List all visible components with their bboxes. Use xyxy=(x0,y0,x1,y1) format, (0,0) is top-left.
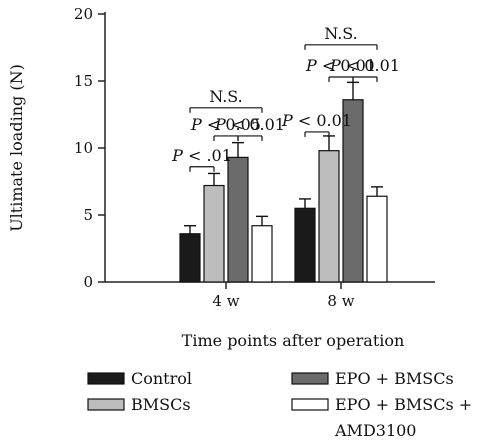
legend-item: BMSCs xyxy=(87,395,191,414)
y-tick-label: 0 xyxy=(83,273,93,291)
significance-label: N.S. xyxy=(209,87,243,106)
bar xyxy=(227,156,249,283)
significance-label: N.S. xyxy=(324,24,358,43)
significance-label: P < 0.01 xyxy=(305,56,376,75)
y-tick-label: 20 xyxy=(74,5,93,23)
y-tick-label: 10 xyxy=(74,139,93,157)
legend: Control BMSCs EPO + BMSCs EPO + BMSCs + AMD3… xyxy=(87,369,472,440)
significance-label: P < 0.01 xyxy=(329,56,400,75)
bar xyxy=(179,233,201,283)
y-tick-label: 15 xyxy=(74,72,93,90)
significance-label: P < 0.01 xyxy=(281,111,352,130)
legend-swatch xyxy=(291,398,329,411)
significance-annotations: P < .01P < 0.05P < 0.01N.S.P < 0.01P < 0… xyxy=(171,24,400,172)
significance-label: P < .01 xyxy=(171,146,232,165)
legend-item: EPO + BMSCs + AMD3100 xyxy=(291,395,472,440)
significance-label: P < 0.05 xyxy=(190,115,261,134)
legend-swatch xyxy=(87,372,125,385)
bar xyxy=(294,207,316,283)
legend-item: Control xyxy=(87,369,192,388)
x-axis-title: Time points after operation xyxy=(182,331,405,350)
legend-swatch xyxy=(291,372,329,385)
legend-label: BMSCs xyxy=(131,395,191,414)
x-tick-label: 4 w xyxy=(212,292,239,310)
bar xyxy=(318,150,340,283)
significance-label: P < 0.01 xyxy=(214,115,285,134)
legend-label-line2: AMD3100 xyxy=(334,421,416,440)
bar xyxy=(203,184,225,283)
legend-label: EPO + BMSCs + xyxy=(335,395,472,414)
bars xyxy=(179,81,388,283)
legend-item: EPO + BMSCs xyxy=(291,369,454,388)
bar xyxy=(251,225,273,283)
bar xyxy=(366,195,388,283)
y-axis-title: Ultimate loading (N) xyxy=(7,64,26,232)
y-tick-label: 5 xyxy=(83,206,93,224)
legend-label: Control xyxy=(131,369,192,388)
x-tick-label: 8 w xyxy=(327,292,354,310)
legend-swatch xyxy=(87,398,125,411)
legend-label: EPO + BMSCs xyxy=(335,369,454,388)
